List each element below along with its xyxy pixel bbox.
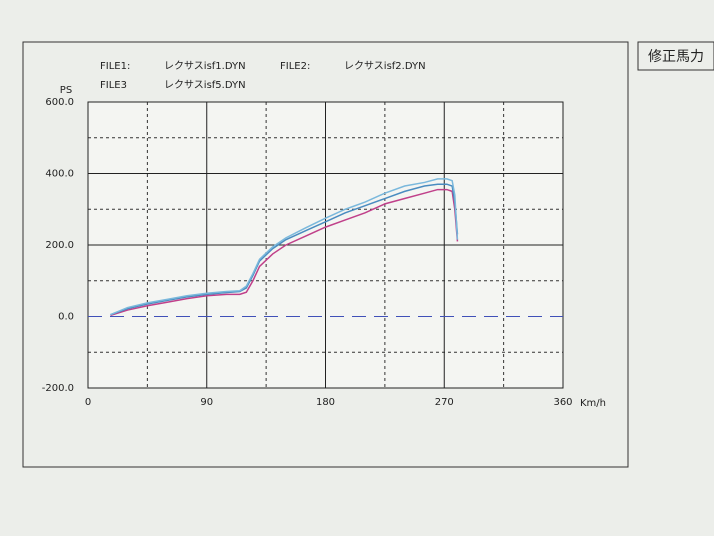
legend-file: FILE2: xyxy=(280,61,310,72)
y-axis-label: PS xyxy=(60,85,72,96)
legend-file: FILE1: xyxy=(100,61,130,72)
legend-label: レクサスisf1.DYN xyxy=(164,60,246,72)
x-tick-label: 270 xyxy=(435,397,454,408)
x-axis-label: Km/h xyxy=(580,398,606,409)
series-line xyxy=(110,183,459,316)
x-tick-label: 360 xyxy=(553,397,572,408)
y-tick-label: 400.0 xyxy=(45,169,74,180)
frame xyxy=(22,41,629,468)
x-tick-label: 180 xyxy=(316,397,335,408)
y-tick-label: -200.0 xyxy=(42,383,74,394)
legend-file: FILE3 xyxy=(100,80,127,91)
legend-label: レクサスisf2.DYN xyxy=(344,60,426,72)
x-tick-label: 0 xyxy=(85,397,91,408)
y-tick-label: 0.0 xyxy=(58,312,74,323)
series-line xyxy=(110,178,459,316)
badge-box xyxy=(637,41,714,71)
x-tick-label: 90 xyxy=(200,397,213,408)
series-line xyxy=(110,188,459,317)
badge: 修正馬力 xyxy=(648,49,704,65)
legend-label: レクサスisf5.DYN xyxy=(164,79,246,91)
y-tick-label: 600.0 xyxy=(45,97,74,108)
y-tick-label: 200.0 xyxy=(45,240,74,251)
